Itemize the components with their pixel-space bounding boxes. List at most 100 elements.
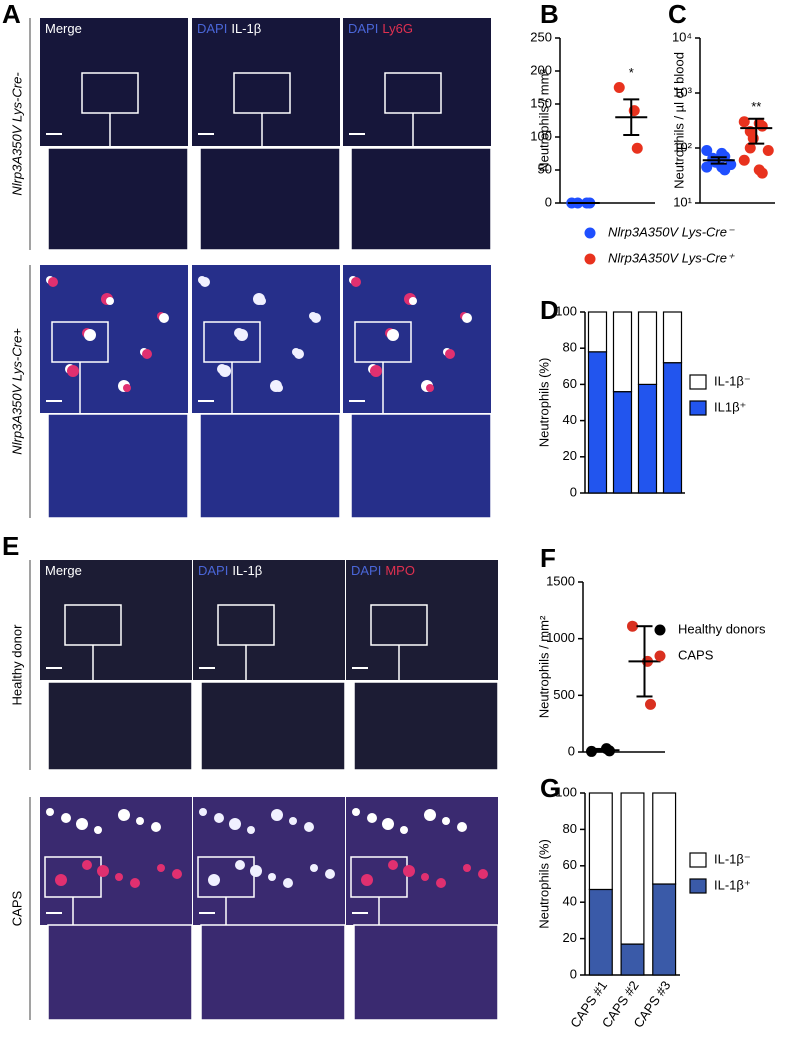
cell [436, 878, 446, 888]
cell [118, 809, 130, 821]
data-point [627, 620, 638, 632]
micrograph-inset [200, 924, 346, 1021]
cell [294, 349, 304, 359]
cell [361, 874, 373, 886]
channel-label: DAPI IL-1β [198, 563, 262, 578]
cell [82, 860, 92, 870]
y-axis-label: Neutrophils / µl of blood [671, 52, 686, 189]
cell [478, 869, 488, 879]
micrograph-inset [350, 147, 492, 251]
panel-letter: F [540, 543, 556, 573]
cell [283, 878, 293, 888]
cell [367, 813, 377, 823]
legend-label: CAPS [678, 647, 714, 662]
bar-segment [620, 792, 645, 945]
cell [76, 818, 88, 830]
y-tick-label: 80 [563, 340, 577, 355]
cell [258, 297, 266, 305]
data-point [701, 161, 713, 173]
cell [200, 277, 210, 287]
micrograph-inset [47, 147, 189, 251]
y-axis-label: Neutrophils (%) [536, 358, 551, 448]
y-tick-label: 0 [545, 194, 552, 209]
channel-name: DAPI [351, 563, 381, 578]
y-tick-label: 1500 [546, 573, 575, 588]
channel-name: IL-1β [231, 21, 261, 36]
data-point [645, 698, 656, 710]
panel-letter: B [540, 0, 559, 29]
y-axis-label: Neutrophils / mm² [536, 615, 551, 718]
cell [275, 384, 283, 392]
cell [229, 818, 241, 830]
y-tick-label: 100 [530, 128, 552, 143]
legend-label: IL1β⁺ [714, 399, 746, 414]
legend-swatch [689, 852, 707, 868]
legend-marker [584, 253, 596, 265]
cell [214, 813, 224, 823]
micrograph-inset [47, 924, 193, 1021]
bar-segment [662, 362, 683, 494]
y-tick-label: 250 [530, 29, 552, 44]
cell [426, 384, 434, 392]
data-point [707, 152, 719, 164]
bar-segment [652, 883, 677, 976]
cell [352, 808, 360, 816]
data-point [756, 167, 768, 179]
micrograph-inset [47, 413, 189, 519]
cell [208, 874, 220, 886]
y-tick-label: 1000 [546, 630, 575, 645]
channel-label: DAPI Ly6G [348, 21, 413, 36]
panel-letter: C [668, 0, 687, 29]
channel-name: DAPI [198, 563, 228, 578]
panel-letter: E [2, 531, 19, 561]
legend-swatch [689, 400, 707, 416]
cell [289, 817, 297, 825]
y-tick-label: 10³ [673, 84, 692, 99]
cell [142, 349, 152, 359]
row-label: CAPS [9, 890, 24, 926]
cell [311, 313, 321, 323]
micrograph-inset [200, 681, 346, 771]
micrograph-inset [47, 681, 193, 771]
y-tick-label: 0 [568, 743, 575, 758]
y-tick-label: 10² [673, 139, 692, 154]
micrograph [343, 18, 491, 146]
cell [46, 808, 54, 816]
cell [250, 865, 262, 877]
micrograph [192, 18, 340, 146]
cell [55, 874, 67, 886]
cell [94, 826, 102, 834]
significance: * [629, 65, 634, 80]
y-tick-label: 0 [570, 484, 577, 499]
bar-segment [587, 311, 608, 353]
y-tick-label: 100 [555, 303, 577, 318]
bar-segment [588, 888, 613, 976]
cell [151, 822, 161, 832]
channel-label: DAPI MPO [351, 563, 415, 578]
y-tick-label: 10¹ [673, 194, 692, 209]
cell [442, 817, 450, 825]
cell [247, 826, 255, 834]
y-tick-label: 40 [563, 894, 577, 909]
cell [106, 297, 114, 305]
cell [271, 809, 283, 821]
cell [84, 329, 96, 341]
cell [115, 873, 123, 881]
cell [325, 869, 335, 879]
y-tick-label: 0 [570, 966, 577, 981]
legend-label: Healthy donors [678, 621, 766, 636]
cell [304, 822, 314, 832]
significance: ** [751, 99, 761, 114]
bar-segment [662, 311, 683, 364]
micrograph-inset [353, 924, 499, 1021]
cell [157, 864, 165, 872]
channel-name: DAPI [348, 21, 378, 36]
bar-segment [637, 311, 658, 386]
channel-label: Merge [45, 21, 82, 36]
channel-name: DAPI [197, 21, 227, 36]
legend-marker [654, 624, 666, 636]
bar-segment [587, 351, 608, 494]
row-label: Nlrp3A350V Lys-Cre- [9, 72, 24, 196]
cell [445, 349, 455, 359]
